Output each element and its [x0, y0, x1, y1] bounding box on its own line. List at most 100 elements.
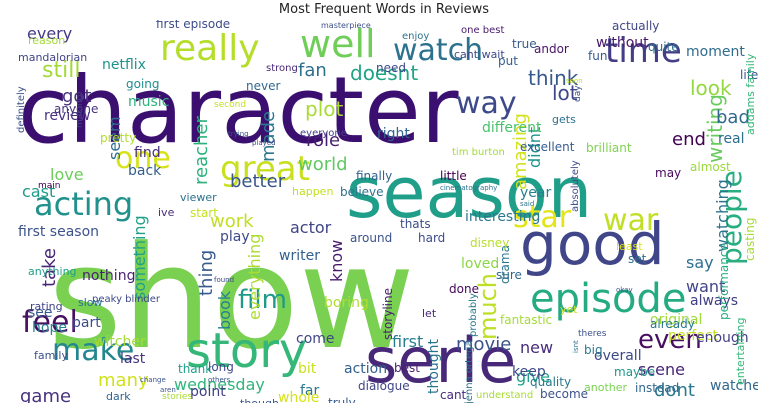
word-give: give: [516, 367, 550, 386]
word-first-episode: first episode: [156, 20, 230, 31]
word-second: second: [214, 100, 246, 110]
word-many: many: [98, 370, 149, 391]
word-big: big: [584, 343, 603, 357]
word-around: around: [350, 231, 392, 245]
word-action: action: [344, 361, 387, 377]
word-make: make: [52, 333, 134, 368]
word-probably: probably: [468, 293, 479, 337]
word-world: world: [298, 154, 348, 175]
word-quality: quality: [530, 375, 571, 389]
word-one: one: [115, 141, 171, 176]
word-entertaining: entertaining: [734, 318, 747, 385]
word-feel: feel: [22, 305, 78, 340]
word-original: original: [650, 312, 702, 328]
word-fun: fun: [588, 49, 607, 63]
word-something: something: [130, 215, 149, 300]
word-lot: lot: [552, 81, 578, 105]
word-cant-wait: cant wait: [454, 48, 505, 61]
word-made: made: [258, 111, 279, 162]
word-done: done: [449, 282, 479, 296]
word-say: say: [686, 253, 714, 272]
word-true: true: [512, 37, 537, 51]
word-episode: episode: [530, 276, 686, 322]
word-thank: thank: [178, 362, 212, 376]
word-book: book: [215, 290, 234, 330]
chart-title: Most Frequent Words in Reviews: [278, 2, 490, 17]
word-everyone: everyone: [300, 128, 347, 139]
word-writing: writing: [703, 94, 727, 163]
word-ive: ive: [158, 206, 175, 219]
word-doesnt: doesnt: [350, 61, 418, 85]
word-movie: movie: [456, 334, 511, 355]
word-think: think: [528, 66, 579, 90]
word-little: little: [440, 169, 467, 183]
word-trying: trying: [228, 130, 249, 138]
word-dont: dont: [654, 380, 695, 401]
word-brilliant: brilliant: [586, 141, 632, 155]
word-role: role: [306, 130, 340, 151]
word-witcher: witcher: [94, 334, 146, 350]
word-theres: theres: [578, 329, 607, 339]
word-disney: disney: [470, 236, 509, 250]
word-okay: okay: [616, 286, 633, 294]
word-casting: casting: [743, 218, 757, 261]
word-family: family: [34, 349, 68, 362]
word-making: making: [75, 95, 85, 128]
word-least: least: [616, 240, 643, 253]
word-thing: thing: [196, 250, 217, 296]
word-masterpiece: masterpiece: [321, 21, 371, 30]
word-plot: plot: [305, 97, 343, 121]
word-acting: acting: [34, 185, 133, 223]
word-watching: watching: [713, 179, 732, 252]
word-gets: gets: [552, 113, 576, 126]
word-real: real: [718, 131, 745, 147]
word-really: really: [160, 28, 260, 69]
word-actually: actually: [612, 20, 659, 33]
word-bit: bit: [298, 361, 317, 377]
word-life: life: [740, 68, 758, 82]
word-finally: finally: [356, 169, 392, 183]
word-mandalorian: mandalorian: [18, 51, 87, 64]
word-better: better: [230, 171, 286, 192]
word-different: different: [482, 120, 542, 136]
word-enough: enough: [696, 330, 749, 346]
word-take: take: [39, 248, 60, 287]
word-tim-burton: tim burton: [452, 147, 505, 158]
word-see: see: [28, 305, 53, 321]
word-fan: fan: [298, 60, 327, 81]
word-found: found: [214, 276, 234, 284]
word-far: far: [300, 383, 320, 399]
word-change: change: [140, 376, 166, 384]
word-definitely: definitely: [16, 86, 27, 133]
word-rating: rating: [30, 300, 63, 313]
word-start: start: [190, 206, 218, 220]
word-let: let: [422, 307, 437, 320]
word-said: said: [520, 200, 534, 208]
word-right: right: [377, 126, 410, 142]
word-come: come: [296, 331, 335, 347]
word-cast: cast: [22, 182, 55, 201]
word-thats: thats: [400, 217, 431, 231]
word-didnt: didnt: [525, 127, 544, 168]
word-cinematography: cinematography: [440, 184, 497, 192]
word-andor: andor: [534, 42, 569, 56]
word-instead: instead: [635, 381, 679, 395]
word-first-season: first season: [18, 224, 99, 240]
word-whole: whole: [278, 390, 319, 403]
word-maybe: maybe: [614, 365, 655, 379]
word-jenna-ortega: jenna ortega: [464, 340, 475, 403]
word-anyone: anyone: [54, 102, 98, 116]
word-watch: watch: [393, 33, 483, 68]
word-war: war: [603, 203, 659, 238]
word-actor: actor: [290, 218, 332, 237]
word-one-best: one best: [461, 25, 504, 36]
word-great: great: [220, 149, 310, 189]
word-put: put: [498, 54, 518, 68]
word-every: every: [27, 24, 72, 43]
word-drama: drama: [498, 245, 512, 284]
word-back: back: [128, 163, 162, 179]
word-strong: strong: [266, 63, 298, 74]
word-understand: understand: [476, 390, 533, 401]
word-wednesday: wednesday: [174, 375, 265, 394]
